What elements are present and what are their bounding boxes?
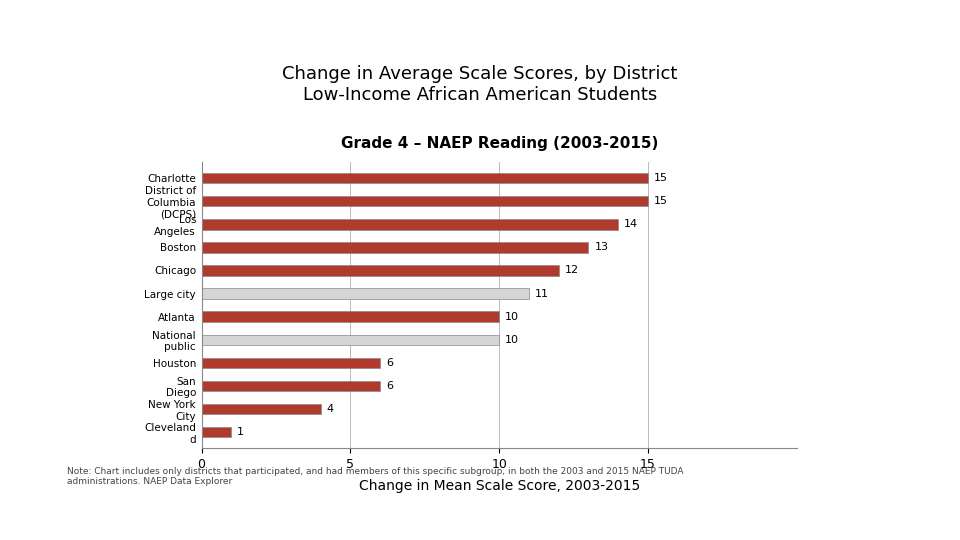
Text: 4: 4 bbox=[326, 404, 334, 414]
Bar bbox=[202, 427, 231, 437]
Bar bbox=[202, 288, 529, 299]
Bar bbox=[202, 196, 648, 206]
X-axis label: Change in Mean Scale Score, 2003-2015: Change in Mean Scale Score, 2003-2015 bbox=[359, 480, 639, 493]
Text: 15: 15 bbox=[654, 173, 668, 183]
Text: 1: 1 bbox=[237, 427, 244, 437]
Text: 13: 13 bbox=[594, 242, 609, 252]
Text: 14: 14 bbox=[624, 219, 638, 230]
Text: 10: 10 bbox=[505, 312, 519, 322]
Title: Grade 4 – NAEP Reading (2003-2015): Grade 4 – NAEP Reading (2003-2015) bbox=[341, 136, 658, 151]
Text: Note: Chart includes only districts that participated, and had members of this s: Note: Chart includes only districts that… bbox=[67, 467, 684, 487]
Text: 6: 6 bbox=[386, 358, 393, 368]
Bar bbox=[202, 357, 380, 368]
Text: 12: 12 bbox=[564, 266, 579, 275]
Bar bbox=[202, 173, 648, 184]
Bar bbox=[202, 404, 321, 414]
Bar bbox=[202, 242, 588, 253]
Bar bbox=[202, 312, 499, 322]
Bar bbox=[202, 334, 499, 345]
Text: 10: 10 bbox=[505, 335, 519, 345]
Bar bbox=[202, 265, 559, 276]
Text: 11: 11 bbox=[535, 288, 549, 299]
Text: 15: 15 bbox=[654, 196, 668, 206]
Text: 6: 6 bbox=[386, 381, 393, 391]
Text: Change in Average Scale Scores, by District
Low-Income African American Students: Change in Average Scale Scores, by Distr… bbox=[282, 65, 678, 104]
Bar bbox=[202, 381, 380, 391]
Bar bbox=[202, 219, 618, 230]
Text: © 2017 THE EDUCATION TRUST: © 2017 THE EDUCATION TRUST bbox=[722, 518, 941, 532]
